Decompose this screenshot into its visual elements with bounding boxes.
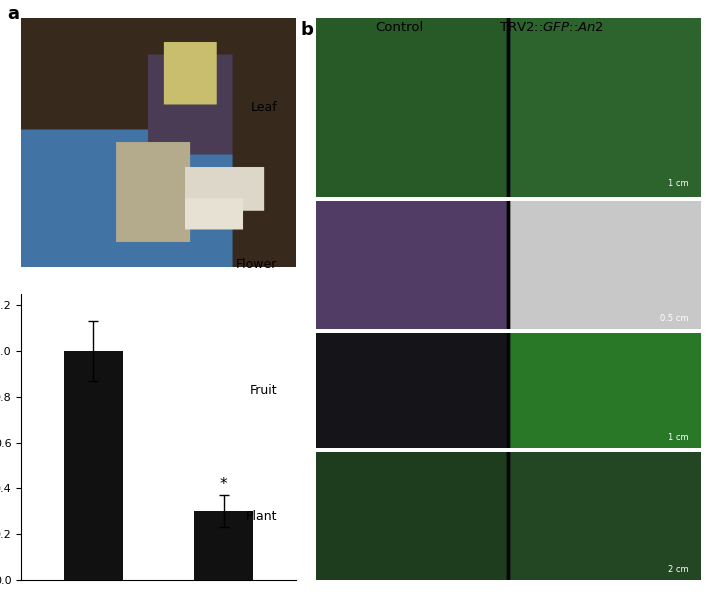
- Text: 1 cm: 1 cm: [668, 179, 689, 188]
- Text: Fruit: Fruit: [250, 384, 277, 397]
- Text: a: a: [8, 5, 20, 23]
- Text: Leaf: Leaf: [250, 101, 277, 114]
- Text: Flower: Flower: [235, 258, 277, 271]
- Text: 1 cm: 1 cm: [668, 434, 689, 443]
- Text: *: *: [220, 477, 228, 492]
- Bar: [64, 351, 122, 580]
- Text: Control: Control: [375, 21, 423, 34]
- Text: TRV2::$\it{GFP}$::$\it{An2}$: TRV2::$\it{GFP}$::$\it{An2}$: [499, 21, 604, 34]
- Text: 0.5 cm: 0.5 cm: [660, 313, 689, 322]
- Text: Plant: Plant: [245, 509, 277, 523]
- Text: b: b: [300, 21, 313, 39]
- Text: 2 cm: 2 cm: [668, 565, 689, 573]
- Bar: [194, 511, 253, 580]
